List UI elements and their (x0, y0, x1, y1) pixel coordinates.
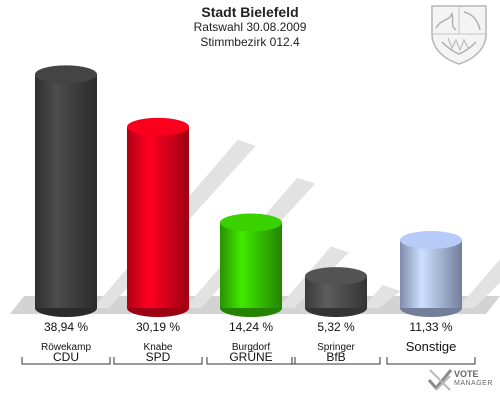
value-label: 11,33 % (409, 320, 452, 334)
bar-cdu (35, 65, 97, 317)
vote-manager-check-icon (427, 369, 453, 391)
party-label: SPD (146, 350, 171, 364)
category-bracket (291, 357, 381, 365)
bar-bfb (305, 267, 367, 317)
bar-body (127, 126, 189, 308)
bar-sonstige (400, 231, 462, 317)
bar-grne (220, 213, 282, 317)
chart-header: Stadt Bielefeld Ratswahl 30.08.2009 Stim… (0, 4, 500, 50)
category-bracket (386, 357, 476, 365)
vote-manager-badge: VOTE MANAGER (454, 369, 493, 389)
bar-body (220, 222, 282, 308)
bar-spd (127, 117, 189, 317)
bar-top (305, 267, 367, 286)
value-label: 38,94 % (44, 320, 88, 334)
category-bracket (113, 357, 203, 365)
bar-top (220, 213, 282, 232)
bar-shadow (458, 259, 500, 308)
badge-line-1: VOTE (454, 369, 479, 379)
bar-top (127, 117, 189, 136)
chart-subtitle-district: Stimmbezirk 012.4 (200, 35, 300, 49)
party-label: Sonstige (406, 339, 457, 354)
party-label: BfB (326, 350, 345, 364)
chart-title: Stadt Bielefeld (201, 4, 299, 20)
value-label: 5,32 % (317, 320, 355, 334)
candidate-label: Knabe (144, 342, 173, 353)
category-bracket (21, 357, 111, 365)
bar-body (35, 74, 97, 308)
bar-shadow (363, 285, 401, 308)
value-label: 30,19 % (136, 320, 180, 334)
nrw-coat-of-arms-icon (431, 5, 487, 65)
badge-line-2: MANAGER (454, 380, 493, 387)
bar-top (400, 231, 462, 250)
bar-body (400, 240, 462, 308)
value-label: 14,24 % (229, 320, 273, 334)
chart-subtitle-date: Ratswahl 30.08.2009 (193, 20, 307, 34)
candidate-label: Röwekamp (41, 342, 91, 353)
candidate-label: Springer (317, 342, 355, 353)
category-bracket (206, 357, 296, 365)
candidate-label: Burgdorf (232, 342, 271, 353)
party-label: GRÜNE (229, 350, 272, 364)
party-label: CDU (53, 350, 79, 364)
bar-top (35, 65, 97, 84)
